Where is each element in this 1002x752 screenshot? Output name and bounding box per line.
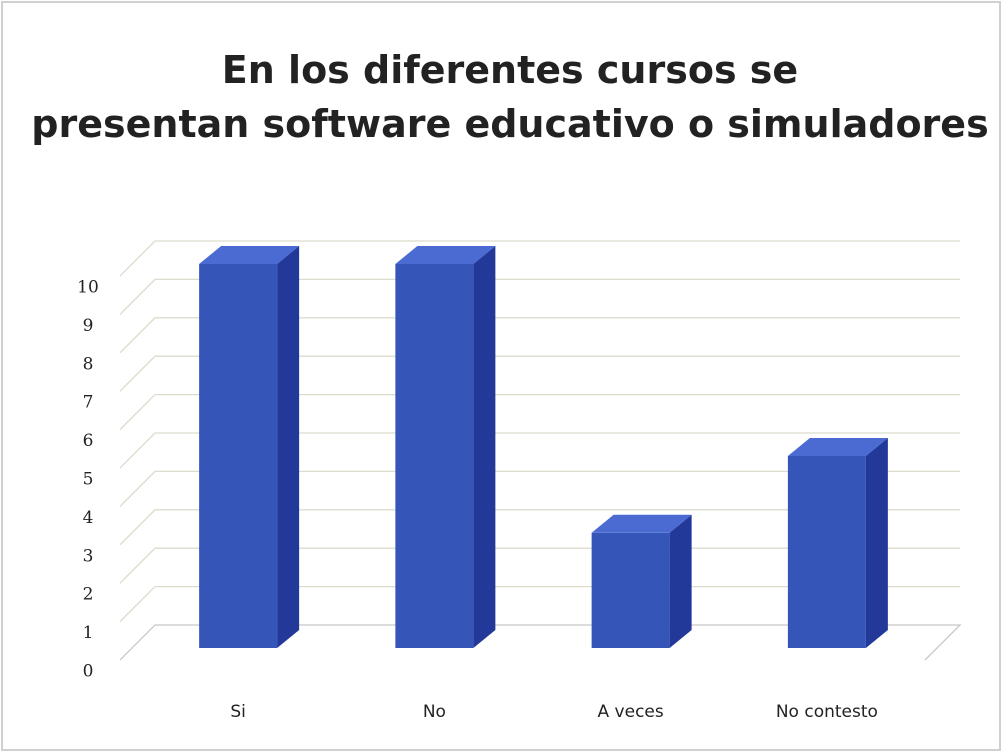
y-tick-label: 8 bbox=[83, 354, 94, 374]
grid-line bbox=[119, 624, 962, 661]
bar bbox=[395, 246, 496, 648]
grid-line bbox=[119, 355, 960, 392]
title-line: presentan software educativo o simulador… bbox=[31, 102, 988, 146]
grid-line bbox=[119, 432, 960, 469]
y-tick-label: 3 bbox=[83, 546, 94, 566]
grid-line bbox=[119, 547, 960, 584]
bar-side bbox=[473, 246, 496, 648]
bar-top bbox=[591, 514, 692, 533]
bar bbox=[199, 246, 300, 648]
grid-line bbox=[119, 317, 960, 354]
y-tick-label: 2 bbox=[83, 585, 94, 605]
y-tick-label: 7 bbox=[83, 393, 94, 413]
x-tick-label: A veces bbox=[598, 702, 664, 722]
bar-top bbox=[395, 246, 496, 264]
bar-top bbox=[199, 246, 300, 264]
bar-front bbox=[395, 264, 474, 648]
bar bbox=[591, 514, 692, 648]
grid-line bbox=[119, 278, 960, 315]
y-tick-label: 5 bbox=[83, 470, 94, 490]
bar-front bbox=[199, 264, 278, 648]
grid-line bbox=[119, 240, 960, 277]
grid-line bbox=[119, 585, 960, 623]
y-tick-label: 1 bbox=[83, 623, 94, 643]
bar-side bbox=[669, 514, 692, 648]
bar bbox=[787, 438, 888, 648]
x-tick-label: Si bbox=[230, 702, 246, 722]
x-tick-label: No bbox=[423, 702, 446, 722]
bar-front bbox=[787, 456, 866, 648]
x-tick-label: No contesto bbox=[776, 702, 878, 722]
bar-side bbox=[865, 438, 888, 648]
grid-line bbox=[119, 509, 960, 546]
y-tick-label: 4 bbox=[83, 508, 94, 528]
y-tick-label: 10 bbox=[77, 278, 99, 298]
bar-front bbox=[591, 532, 670, 648]
bar-top bbox=[787, 438, 888, 456]
y-tick-label: 9 bbox=[83, 316, 94, 336]
bar-side bbox=[277, 246, 300, 648]
grid-line bbox=[119, 393, 960, 431]
chart-title: En los diferentes cursos se presentan sof… bbox=[31, 48, 988, 146]
grid-line bbox=[119, 470, 960, 507]
y-tick-label: 6 bbox=[83, 431, 94, 451]
title-line: En los diferentes cursos se bbox=[222, 48, 798, 92]
y-tick-label: 0 bbox=[83, 662, 94, 682]
